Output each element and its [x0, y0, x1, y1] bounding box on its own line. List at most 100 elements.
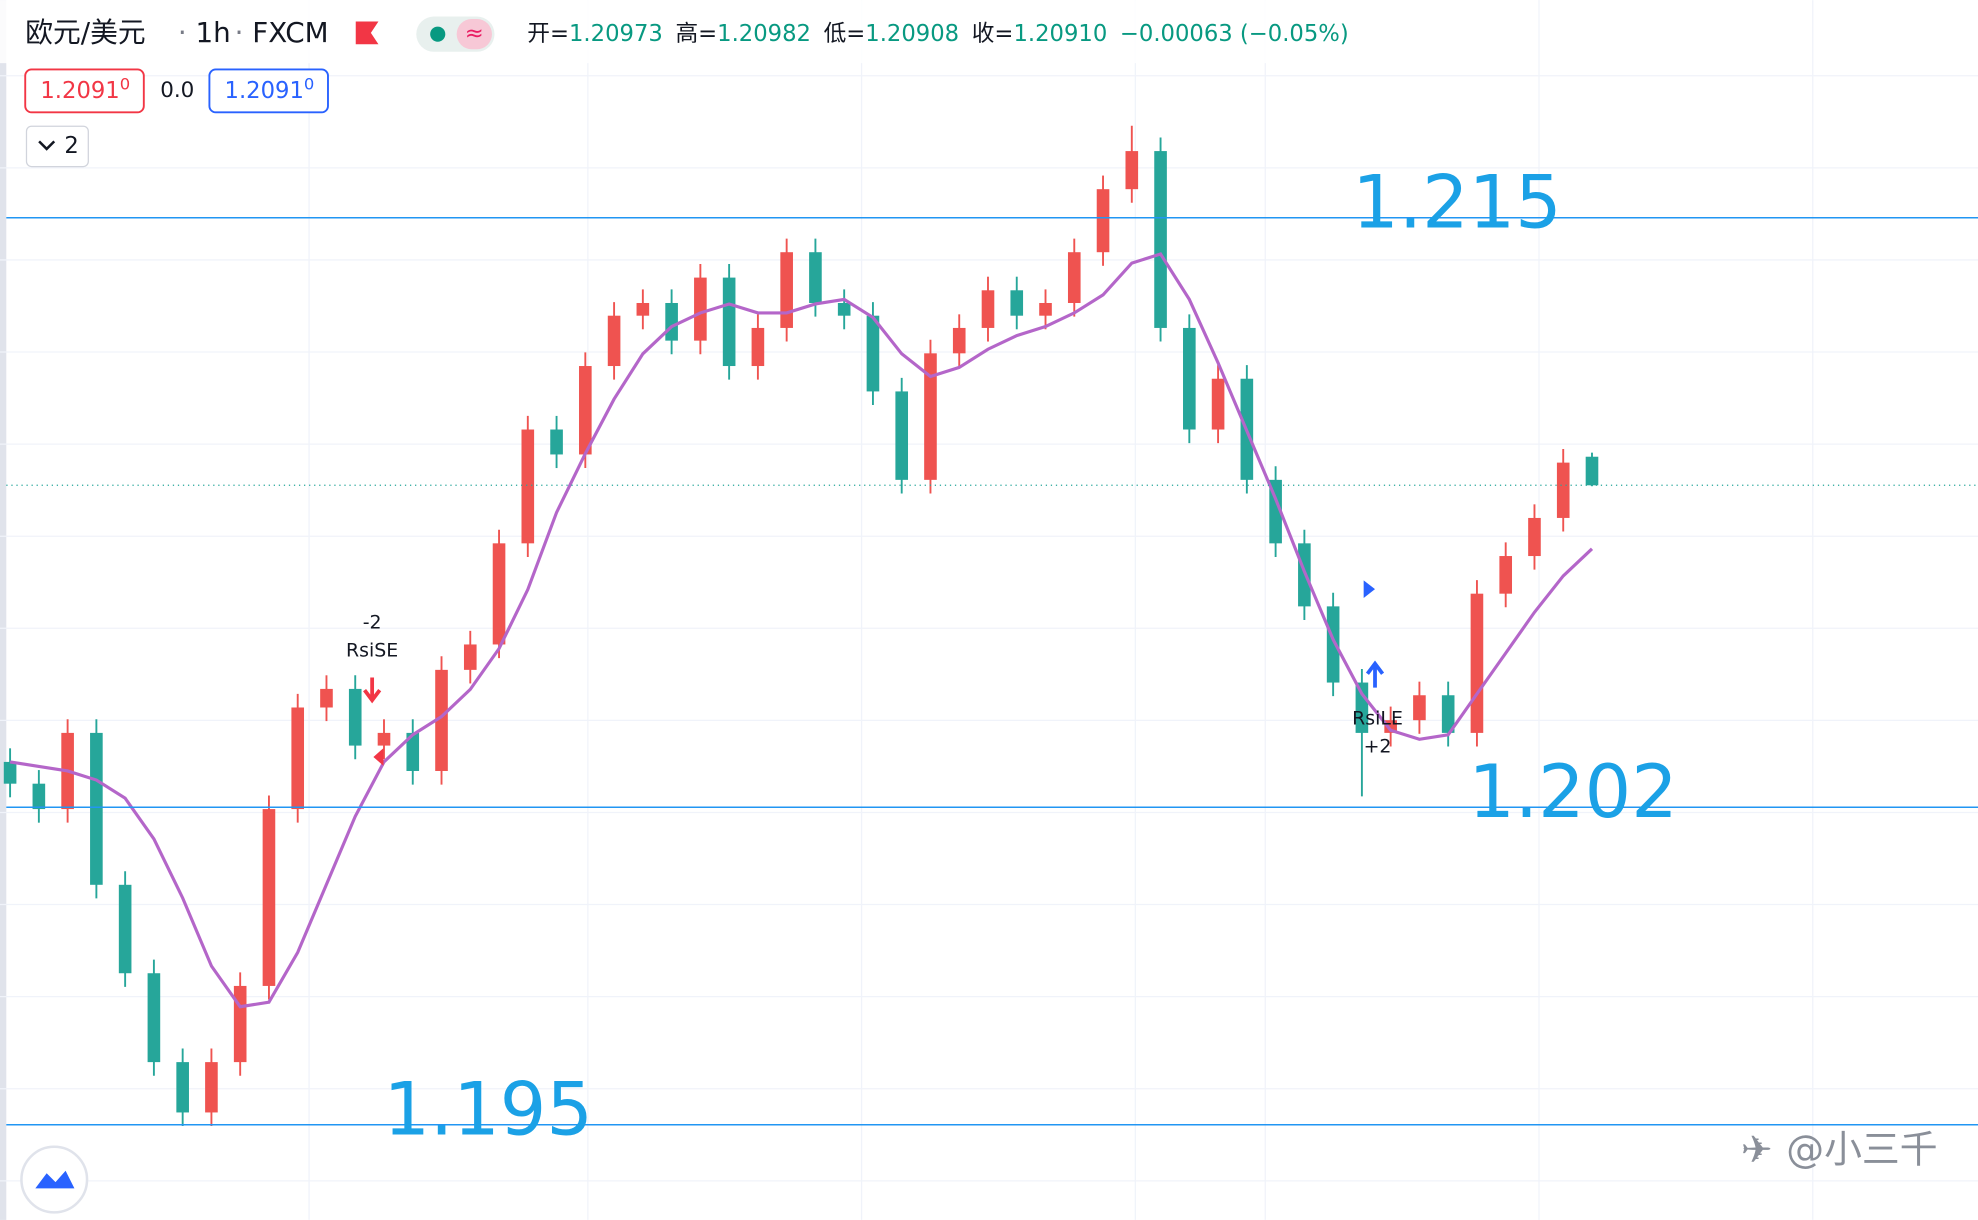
interval: 1h: [196, 16, 231, 49]
candle-body: [665, 302, 678, 341]
ohlc-label: 收=: [972, 21, 1014, 47]
candle-body: [981, 290, 995, 328]
candle-body: [1125, 151, 1139, 190]
candle-body: [837, 302, 851, 316]
candle-body: [751, 327, 765, 367]
signal-qty: -2: [363, 612, 382, 634]
candle-body: [722, 277, 736, 367]
sell-button[interactable]: [24, 68, 145, 114]
candle-body: [118, 884, 132, 974]
candle-body: [550, 429, 563, 455]
level-label: 1.202: [1468, 750, 1677, 835]
candle-body: [1183, 327, 1196, 430]
ohlc-label: 开=: [527, 21, 569, 47]
candle-body: [895, 391, 909, 480]
header-bg: [0, 0, 1338, 64]
logo-mark: [35, 1170, 75, 1189]
candle-body: [1355, 682, 1369, 733]
candle-body: [866, 315, 880, 392]
separator: ·: [178, 16, 187, 49]
candle-body: [952, 327, 966, 354]
candle-body: [1585, 456, 1599, 486]
candle-body: [348, 688, 362, 746]
candle-body: [3, 761, 17, 784]
candle-body: [1528, 517, 1541, 557]
ohlc-value: 1.20982: [717, 21, 811, 47]
candle-body: [233, 985, 247, 1063]
candle-body: [1269, 479, 1282, 544]
exit-marker: [373, 748, 384, 766]
candle-body: [1154, 151, 1167, 328]
data-icon-bg: [456, 18, 492, 50]
separator: ·: [235, 16, 244, 49]
candle-body: [1211, 378, 1225, 430]
sell-price: 1.20910: [40, 74, 130, 103]
candle-body: [924, 353, 937, 480]
logo[interactable]: [20, 1145, 89, 1214]
candle-body: [1067, 252, 1081, 303]
candle-body: [1413, 695, 1426, 721]
price-fraction: 0: [120, 74, 130, 93]
candle-body: [636, 302, 650, 316]
candle-body: [492, 543, 506, 645]
candle-body: [1499, 556, 1513, 594]
watermark: @小三千: [1786, 1127, 1937, 1171]
candle-body: [147, 973, 161, 1063]
indicator-toggle[interactable]: [25, 125, 89, 168]
buy-button[interactable]: [208, 68, 329, 114]
candle-body: [1326, 606, 1340, 683]
candle-body: [1096, 189, 1110, 253]
moving-average: [9, 252, 1594, 1009]
candle-body: [579, 366, 592, 455]
plot-area: [3, 125, 1599, 1127]
candle-body: [809, 252, 822, 303]
candle-body: [1441, 695, 1455, 733]
ohlc-label: 高=: [675, 21, 717, 47]
candle-body: [521, 429, 535, 544]
candle-body: [780, 252, 793, 328]
candle-body: [262, 809, 276, 986]
change: −0.00063 (−0.05%): [1120, 21, 1349, 47]
candle-body: [1010, 290, 1024, 316]
level-label: 1.195: [383, 1068, 592, 1153]
long-arrow: [1365, 660, 1385, 688]
candle-body: [205, 1062, 218, 1113]
ohlc-value: 1.20908: [865, 21, 959, 47]
signal-qty: +2: [1364, 735, 1392, 757]
candle-body: [435, 669, 448, 771]
candle-body: [32, 783, 46, 810]
ohlc-label: 低=: [824, 21, 866, 47]
candle-body: [1556, 462, 1570, 518]
status-dot: [430, 26, 446, 42]
chevron: [38, 140, 56, 151]
exit-marker: [1363, 580, 1376, 599]
ohlc-value: 1.20910: [1013, 21, 1107, 47]
candle-body: [1470, 593, 1484, 733]
indicator-count: 2: [64, 133, 78, 159]
price: 1.2091: [40, 77, 119, 103]
buy-price: 1.20910: [225, 74, 315, 103]
price: 1.2091: [225, 77, 304, 103]
ohlc-value: 1.20973: [569, 21, 663, 47]
candle-body: [607, 315, 621, 367]
symbol: 欧元/美元: [25, 16, 145, 49]
data-icon: ≈: [465, 21, 484, 47]
candle-body: [694, 277, 707, 341]
price-fraction: 0: [304, 74, 314, 93]
candle-body: [1039, 302, 1052, 316]
source: FXCM: [252, 16, 328, 49]
candle-body: [377, 732, 391, 746]
flag-icon[interactable]: [355, 21, 379, 45]
candle-body: [463, 644, 477, 670]
candle-body: [291, 707, 305, 810]
candle-body: [176, 1062, 189, 1113]
ohlc: 开=1.20973 高=1.20982 低=1.20908 收=1.20910 −0.0…: [527, 21, 1348, 47]
short-arrow: [363, 677, 382, 704]
candle-body: [320, 688, 333, 708]
level-label: 1.215: [1352, 161, 1561, 246]
signal-label: RsiSE: [346, 639, 398, 661]
